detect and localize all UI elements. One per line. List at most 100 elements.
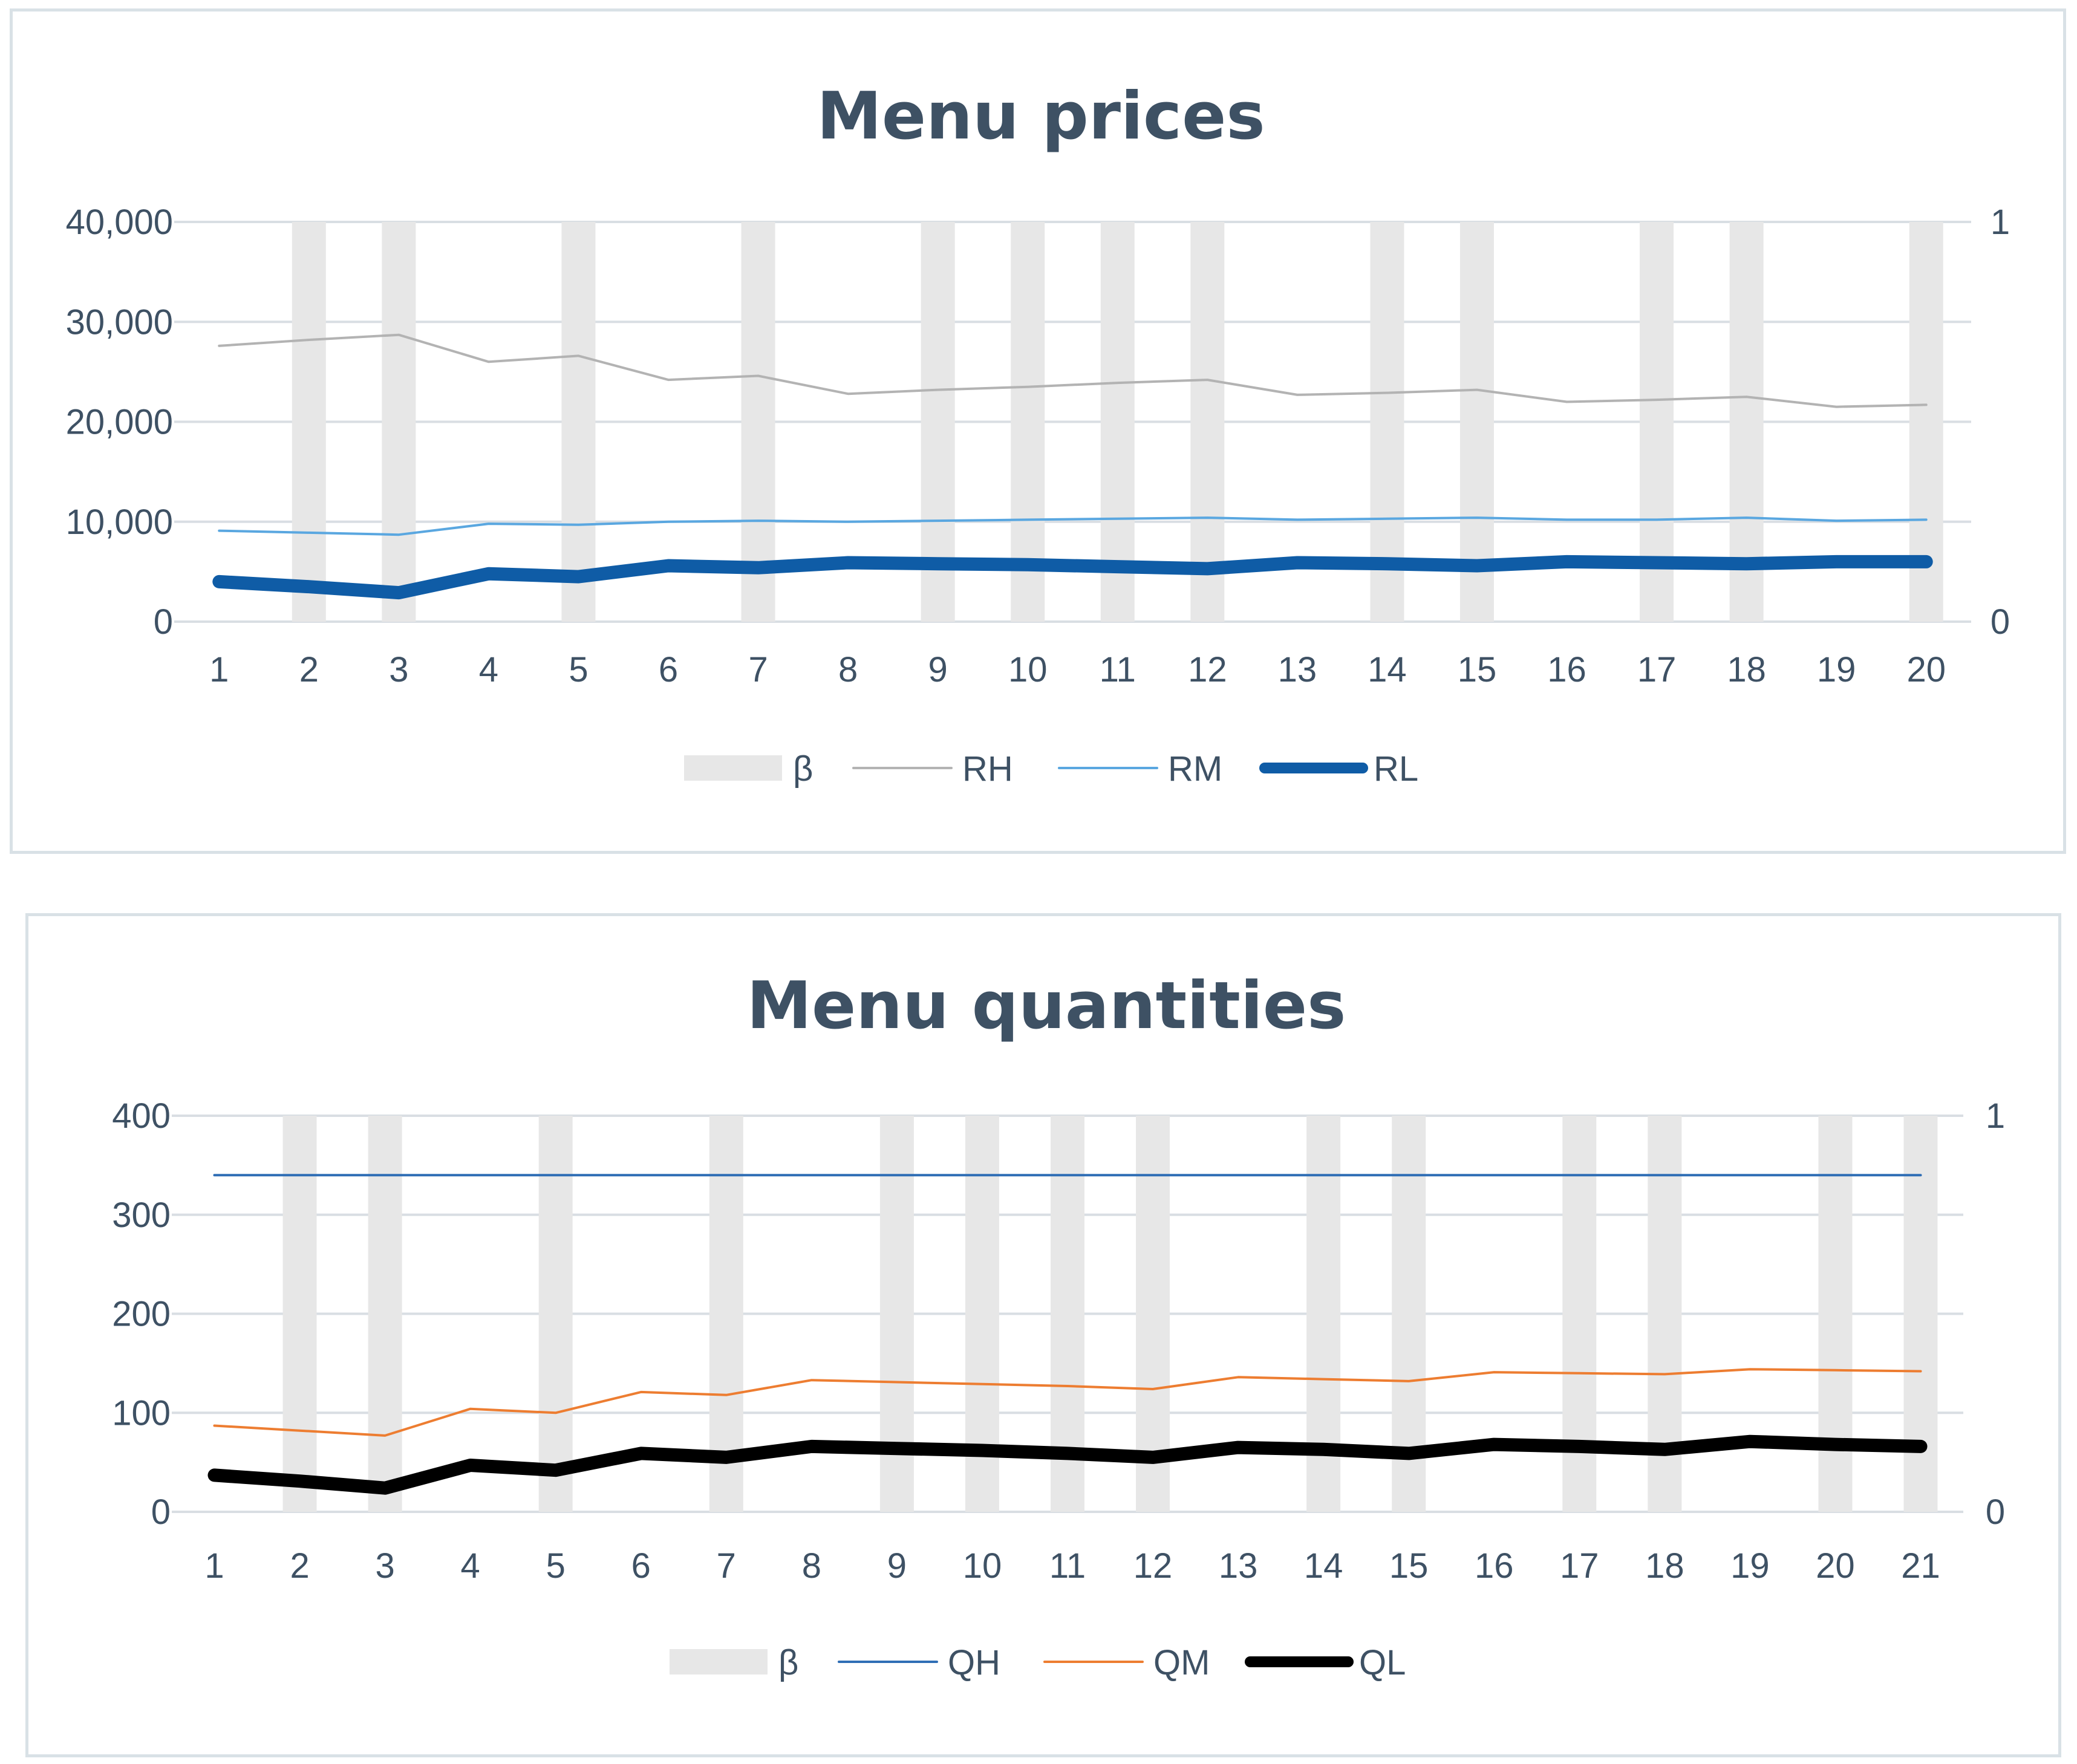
legend-label: QH — [948, 1643, 1000, 1682]
x-tick-label: 8 — [838, 650, 858, 689]
beta-bar — [561, 222, 596, 622]
legend-item-qh: QH — [838, 1643, 1000, 1682]
legend-label: β — [793, 749, 813, 789]
x-tick-label: 15 — [1389, 1546, 1429, 1586]
beta-bar — [1729, 222, 1764, 622]
legend-item-rl: RL — [1259, 749, 1418, 789]
beta-bar — [282, 1116, 317, 1512]
y-left-tick-label: 0 — [154, 602, 173, 642]
legend-label: RL — [1374, 749, 1418, 789]
beta-bar — [1459, 222, 1494, 622]
y-left-tick-label: 30,000 — [66, 302, 173, 342]
x-tick-label: 16 — [1475, 1546, 1514, 1586]
y-left-tick-label: 100 — [112, 1393, 171, 1433]
beta-bar — [292, 222, 326, 622]
x-tick-label: 5 — [546, 1546, 566, 1586]
x-tick-label: 17 — [1637, 650, 1677, 689]
legend-item-ql: QL — [1245, 1643, 1406, 1682]
y-left-tick-label: 0 — [151, 1492, 171, 1532]
x-tick-label: 7 — [717, 1546, 736, 1586]
beta-bar — [1640, 222, 1674, 622]
x-tick-label: 4 — [461, 1546, 480, 1586]
legend-label: RH — [962, 749, 1013, 789]
beta-bar — [382, 222, 416, 622]
y-left-tick-label: 200 — [112, 1295, 171, 1334]
y-right-tick-label: 0 — [1986, 1492, 2005, 1532]
x-tick-label: 8 — [802, 1546, 821, 1586]
legend-item-beta: β — [670, 1643, 798, 1682]
legend-label: β — [778, 1643, 798, 1682]
y-right-tick-label: 1 — [1986, 1096, 2005, 1136]
x-tick-label: 3 — [389, 650, 408, 689]
x-tick-label: 12 — [1188, 650, 1227, 689]
beta-bar — [741, 222, 775, 622]
chart-title: Menu quantities — [747, 968, 1346, 1044]
x-tick-label: 6 — [631, 1546, 651, 1586]
x-tick-label: 10 — [1008, 650, 1048, 689]
beta-bar — [1011, 222, 1045, 622]
legend-swatch — [684, 755, 782, 781]
beta-bar — [1370, 222, 1404, 622]
legend-item-rh: RH — [852, 749, 1013, 789]
x-tick-label: 2 — [290, 1546, 309, 1586]
x-tick-label: 20 — [1906, 650, 1946, 689]
y-right-tick-label: 0 — [1991, 602, 2010, 642]
x-tick-label: 4 — [479, 650, 498, 689]
legend-item-beta: β — [684, 749, 813, 789]
x-tick-label: 7 — [748, 650, 768, 689]
x-tick-label: 19 — [1730, 1546, 1770, 1586]
x-tick-label: 9 — [928, 650, 948, 689]
x-tick-label: 6 — [659, 650, 678, 689]
x-tick-label: 13 — [1219, 1546, 1258, 1586]
legend-label: QL — [1359, 1643, 1406, 1682]
x-tick-label: 17 — [1560, 1546, 1599, 1586]
y-left-tick-label: 400 — [112, 1096, 171, 1136]
x-tick-label: 13 — [1278, 650, 1317, 689]
series-line-ql — [207, 1434, 1928, 1495]
y-left-tick-label: 20,000 — [66, 403, 173, 442]
y-left-tick-label: 40,000 — [66, 203, 173, 242]
y-left-tick-label: 10,000 — [66, 503, 173, 542]
x-tick-label: 14 — [1368, 650, 1407, 689]
x-tick-label: 1 — [209, 650, 229, 689]
x-tick-label: 18 — [1645, 1546, 1684, 1586]
menu-quantities-panel: Menu quantities 0 100 200 300 400 0 1 1 2 3 4 5 6 7 8 9 1… — [25, 913, 2061, 1757]
x-tick-label: 2 — [299, 650, 319, 689]
beta-bar — [709, 1116, 743, 1512]
x-tick-label: 11 — [1100, 650, 1136, 689]
x-tick-label: 16 — [1547, 650, 1586, 689]
x-tick-label: 21 — [1901, 1546, 1940, 1586]
legend-item-qm: QM — [1043, 1643, 1210, 1682]
beta-bar — [368, 1116, 402, 1512]
beta-bar — [1190, 222, 1225, 622]
x-tick-label: 20 — [1816, 1546, 1855, 1586]
x-tick-label: 5 — [569, 650, 588, 689]
y-left-tick-label: 300 — [112, 1196, 171, 1235]
beta-bar — [538, 1116, 573, 1512]
x-tick-label: 19 — [1817, 650, 1856, 689]
chart-title: Menu prices — [817, 79, 1265, 154]
x-tick-label: 14 — [1304, 1546, 1343, 1586]
legend-swatch — [670, 1649, 768, 1674]
beta-bar — [1136, 1116, 1170, 1512]
beta-bar — [921, 222, 955, 622]
x-tick-label: 11 — [1049, 1546, 1086, 1586]
x-tick-label: 12 — [1133, 1546, 1173, 1586]
beta-bar — [1909, 222, 1943, 622]
x-tick-label: 3 — [375, 1546, 394, 1586]
x-tick-label: 1 — [204, 1546, 224, 1586]
x-tick-label: 18 — [1727, 650, 1766, 689]
legend-label: RM — [1168, 749, 1222, 789]
x-tick-label: 9 — [887, 1546, 907, 1586]
x-tick-label: 10 — [963, 1546, 1002, 1586]
legend-item-rm: RM — [1058, 749, 1222, 789]
beta-bar — [1100, 222, 1135, 622]
y-right-tick-label: 1 — [1991, 203, 2010, 242]
x-tick-label: 15 — [1458, 650, 1497, 689]
legend-label: QM — [1153, 1643, 1210, 1682]
beta-bar — [1051, 1116, 1084, 1512]
series-line-rh — [218, 333, 1928, 408]
series-line-rm — [218, 516, 1928, 536]
